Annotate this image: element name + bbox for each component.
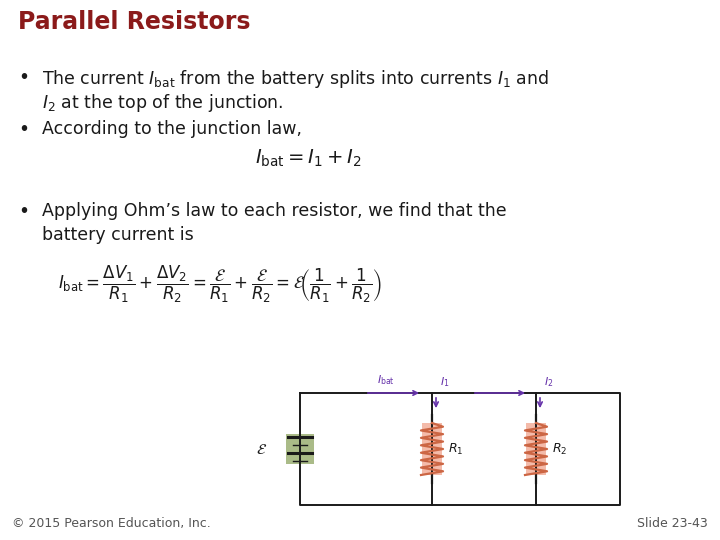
FancyBboxPatch shape [422, 423, 442, 475]
Text: The current $I_{\mathrm{bat}}$ from the battery splits into currents $I_1$ and: The current $I_{\mathrm{bat}}$ from the … [42, 68, 549, 90]
Text: $R_1$: $R_1$ [448, 442, 464, 456]
Text: Slide 23-43: Slide 23-43 [637, 517, 708, 530]
Text: Applying Ohm’s law to each resistor, we find that the: Applying Ohm’s law to each resistor, we … [42, 202, 507, 220]
FancyBboxPatch shape [526, 423, 546, 475]
Text: •: • [18, 68, 29, 87]
Text: $R_2$: $R_2$ [552, 442, 567, 456]
Text: Parallel Resistors: Parallel Resistors [18, 10, 251, 34]
Text: battery current is: battery current is [42, 226, 194, 244]
Text: •: • [18, 120, 29, 139]
Text: $I_{\mathrm{bat}}$: $I_{\mathrm{bat}}$ [377, 373, 395, 387]
Text: $I_{\mathrm{bat}} = I_1 + I_2$: $I_{\mathrm{bat}} = I_1 + I_2$ [255, 148, 361, 170]
Text: $I_1$: $I_1$ [440, 375, 449, 389]
FancyBboxPatch shape [286, 434, 314, 464]
Text: $I_2$: $I_2$ [544, 375, 554, 389]
Text: According to the junction law,: According to the junction law, [42, 120, 302, 138]
Text: $I_2$ at the top of the junction.: $I_2$ at the top of the junction. [42, 92, 284, 114]
Text: © 2015 Pearson Education, Inc.: © 2015 Pearson Education, Inc. [12, 517, 211, 530]
Text: $I_{\mathrm{bat}} = \dfrac{\Delta V_1}{R_1} + \dfrac{\Delta V_2}{R_2} = \dfrac{\: $I_{\mathrm{bat}} = \dfrac{\Delta V_1}{R… [58, 264, 382, 305]
Text: $\mathcal{E}$: $\mathcal{E}$ [256, 442, 268, 456]
Text: •: • [18, 202, 29, 221]
